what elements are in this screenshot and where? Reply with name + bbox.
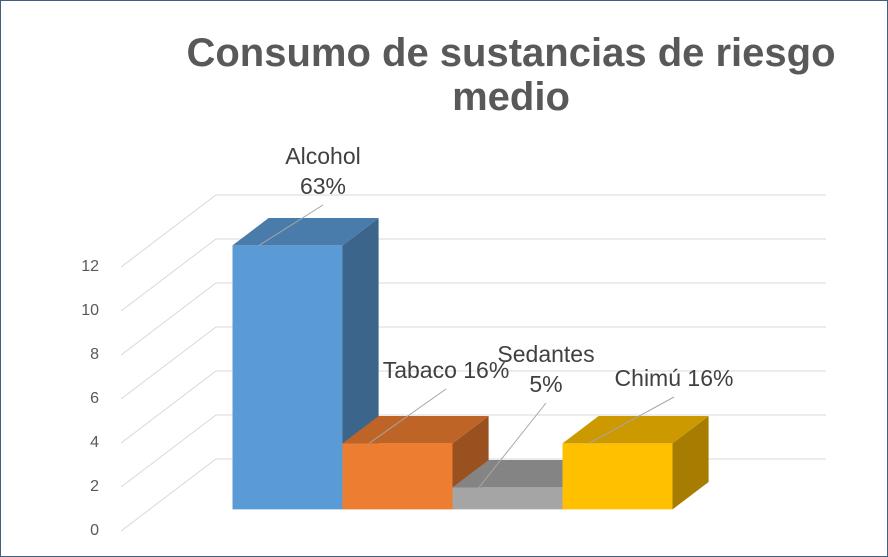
bar-top <box>452 460 599 488</box>
grid-line <box>120 414 826 488</box>
grid-line <box>120 194 826 268</box>
bar <box>452 487 563 510</box>
chart-title: Consumo de sustancias de riesgo medio <box>186 31 836 119</box>
y-tick-label: 8 <box>90 346 99 363</box>
y-tick-label: 6 <box>90 390 99 407</box>
data-label: Sedantes 5% <box>497 341 595 397</box>
y-tick-label: 12 <box>81 258 99 275</box>
bar <box>342 443 453 510</box>
grid-line <box>120 370 826 444</box>
data-label: Tabaco 16% <box>382 357 510 383</box>
leader-line <box>588 396 675 444</box>
bar <box>232 245 343 510</box>
y-tick-label: 2 <box>90 478 99 495</box>
data-label: Alcohol 63% <box>285 143 361 199</box>
bar-top <box>562 416 709 444</box>
data-label: Chimú 16% <box>614 365 734 391</box>
leader-line <box>368 388 447 444</box>
leader-line <box>478 402 547 488</box>
bar <box>562 443 673 510</box>
bar-side <box>672 416 709 510</box>
leader-line <box>258 204 324 246</box>
grid-line <box>120 326 826 400</box>
grid-line <box>120 282 826 356</box>
y-tick-label: 10 <box>81 302 99 319</box>
y-tick-label: 4 <box>90 434 99 451</box>
grid-line <box>120 238 826 312</box>
y-tick-label: 0 <box>90 522 99 539</box>
